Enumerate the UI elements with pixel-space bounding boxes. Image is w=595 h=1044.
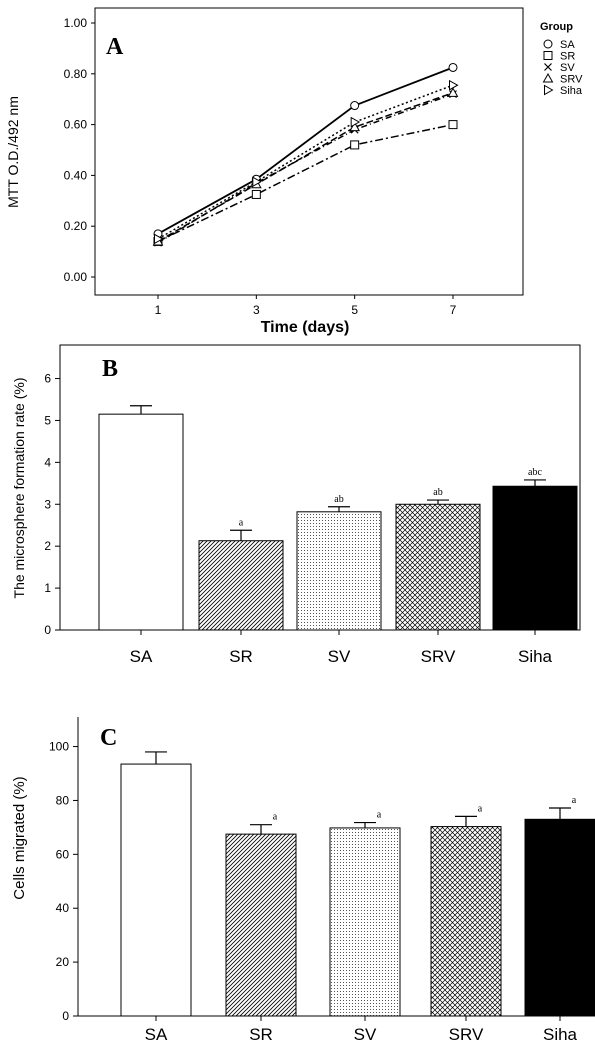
x-tick-label: SRV: [421, 647, 456, 666]
x-tick-label: 5: [351, 303, 358, 317]
legend-marker-sa: [543, 39, 553, 49]
y-tick-label: 0.80: [64, 67, 88, 81]
significance-label: ab: [433, 487, 442, 498]
series-line-siha: [157, 84, 454, 240]
legend-label-sr: SR: [560, 51, 575, 63]
legend-marker-sr: [543, 51, 553, 60]
y-tick-label: 6: [44, 372, 51, 386]
x-tick-label: SV: [354, 1025, 377, 1044]
y-tick-label: 0.40: [64, 168, 88, 182]
significance-label: a: [273, 812, 278, 823]
panel-a-xlabel: Time (days): [261, 319, 350, 336]
legend-marker-srv: [542, 72, 554, 83]
significance-label: abc: [528, 467, 542, 478]
panel-b: B The microsphere formation rate (%) 0 1 2…: [11, 344, 581, 666]
panel-b-ylabel: The microsphere formation rate (%): [11, 378, 27, 599]
y-tick-label: 0.00: [64, 270, 88, 284]
significance-label: a: [572, 795, 577, 806]
x-tick-label: SA: [130, 647, 153, 666]
panel-c-letter: C: [100, 725, 117, 751]
y-tick-label: 2: [44, 539, 51, 553]
bar-sa: [120, 763, 192, 1017]
panel-a-axes: 0.00 0.20 0.40 0.60 0.80 1.00 1 3 5 7: [64, 16, 457, 317]
x-tick-label: SR: [229, 647, 253, 666]
data-point-sr: [448, 120, 458, 130]
data-point-siha: [449, 79, 459, 91]
x-tick-label: 1: [155, 303, 162, 317]
data-point-sa: [448, 62, 458, 72]
y-tick-label: 0: [62, 1009, 69, 1023]
bar-srv: [430, 826, 502, 1017]
panel-b-axes: 0 1 2 3 4 5 6 SA SR SV SRV Siha: [44, 372, 552, 666]
data-point-sr: [251, 189, 261, 199]
x-tick-label: 3: [253, 303, 260, 317]
bar-sv: [329, 827, 401, 1017]
legend-title: Group: [540, 21, 573, 33]
legend-marker-sv: [544, 63, 552, 71]
x-tick-label: Siha: [518, 647, 553, 666]
data-point-siha: [350, 116, 361, 128]
data-point-srv: [447, 87, 459, 97]
bar-sa: [98, 413, 184, 631]
y-tick-label: 0: [44, 623, 51, 637]
x-tick-label: Siha: [543, 1025, 578, 1044]
series-line-sa: [157, 66, 454, 235]
series-line-srv: [157, 92, 454, 243]
panel-b-letter: B: [102, 356, 118, 382]
x-tick-label: SV: [328, 647, 351, 666]
x-tick-label: SRV: [449, 1025, 484, 1044]
data-point-siha: [252, 176, 262, 188]
data-point-siha: [154, 233, 164, 245]
significance-label: a: [377, 810, 382, 821]
y-tick-label: 0.20: [64, 219, 88, 233]
y-tick-label: 1.00: [64, 16, 88, 30]
panel-c: C Cells migrated (%) 0 20 40 60 80 100 SA SR SV S…: [11, 717, 595, 1044]
data-point-sr: [350, 140, 360, 150]
x-tick-label: 7: [450, 303, 457, 317]
series-line-sr: [157, 123, 454, 243]
panel-a-letter: A: [106, 34, 124, 60]
bar-srv: [395, 503, 481, 631]
panel-a-ylabel: MTT O.D./492 nm: [5, 96, 21, 208]
significance-label: ab: [334, 494, 343, 505]
x-tick-label: SA: [145, 1025, 168, 1044]
bar-sr: [198, 540, 284, 631]
y-tick-label: 80: [56, 793, 70, 807]
significance-label: a: [478, 803, 483, 814]
legend-marker-siha: [544, 84, 554, 96]
y-tick-label: 60: [56, 847, 70, 861]
x-tick-label: SR: [249, 1025, 273, 1044]
y-tick-label: 100: [49, 740, 69, 754]
data-point-sa: [350, 101, 360, 111]
y-tick-label: 3: [44, 497, 51, 511]
y-tick-label: 1: [44, 581, 51, 595]
data-point-srv: [349, 121, 361, 132]
bar-sv: [296, 511, 382, 631]
y-tick-label: 40: [56, 901, 70, 915]
panel-a-frame: [94, 7, 524, 296]
y-tick-label: 0.60: [64, 118, 88, 132]
legend-label-srv: SRV: [560, 74, 583, 86]
bar-siha: [492, 485, 578, 631]
y-tick-label: 5: [44, 413, 51, 427]
panel-a-series: [152, 62, 459, 247]
y-tick-label: 4: [44, 455, 51, 469]
legend-label-siha: Siha: [560, 85, 583, 97]
panel-c-bars: a a a a: [120, 751, 595, 1017]
legend-label-sv: SV: [560, 62, 575, 74]
panel-b-bars: a ab ab abc: [98, 405, 578, 631]
y-tick-label: 20: [56, 955, 70, 969]
bar-siha: [524, 818, 595, 1017]
bar-sr: [225, 833, 297, 1017]
significance-label: a: [239, 517, 244, 528]
legend-label-sa: SA: [560, 39, 575, 51]
panel-a: A Time (days) MTT O.D./492 nm Group SASR…: [5, 7, 583, 336]
panel-c-ylabel: Cells migrated (%): [11, 776, 28, 899]
